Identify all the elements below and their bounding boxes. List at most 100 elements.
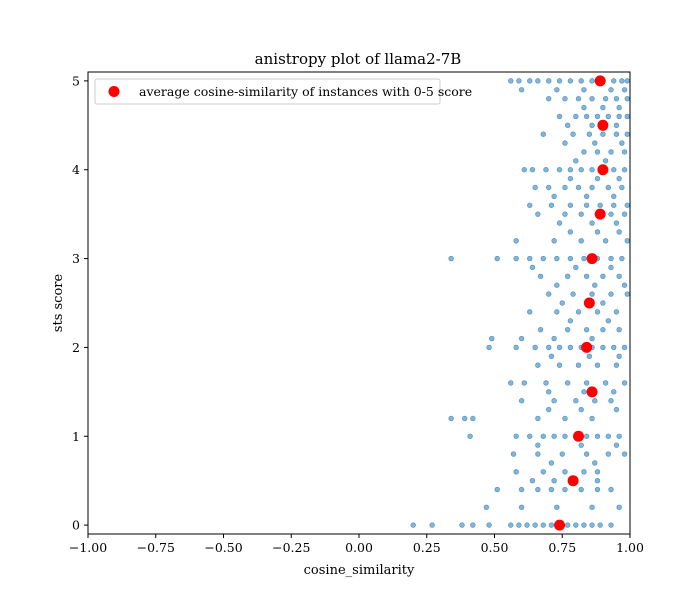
instance-point bbox=[608, 255, 614, 262]
instance-point bbox=[581, 469, 587, 475]
instance-point bbox=[594, 113, 601, 120]
legend-box bbox=[94, 78, 441, 105]
instance-point bbox=[608, 291, 614, 297]
instance-point bbox=[589, 78, 595, 84]
instance-point bbox=[470, 415, 476, 422]
instance-point bbox=[608, 486, 614, 493]
x-tick-label: 1.00 bbox=[616, 540, 644, 555]
plot-frame bbox=[87, 71, 631, 535]
instance-point bbox=[611, 389, 617, 395]
x-tick-label: −0.75 bbox=[137, 540, 175, 555]
instance-point bbox=[613, 406, 620, 413]
average-point bbox=[567, 475, 579, 487]
instance-point bbox=[559, 300, 565, 306]
instance-point bbox=[581, 87, 587, 93]
instance-point bbox=[545, 95, 552, 102]
instance-point bbox=[592, 282, 598, 288]
average-point bbox=[597, 119, 609, 131]
x-tick-label: −0.50 bbox=[204, 540, 242, 555]
instance-point bbox=[589, 122, 595, 129]
instance-point bbox=[467, 433, 473, 439]
instance-point bbox=[583, 193, 590, 200]
x-tick-label: 0.00 bbox=[345, 540, 373, 555]
instance-point bbox=[521, 167, 528, 173]
instance-point bbox=[494, 486, 500, 493]
instance-point bbox=[537, 273, 544, 280]
instance-point bbox=[624, 291, 630, 297]
instance-point bbox=[616, 326, 622, 333]
instance-point bbox=[567, 255, 574, 262]
instance-point bbox=[562, 486, 568, 493]
instance-point bbox=[567, 344, 574, 351]
instance-point bbox=[529, 167, 536, 173]
instance-point bbox=[564, 326, 571, 333]
instance-point bbox=[562, 415, 568, 422]
x-tick-label: 0.50 bbox=[481, 540, 509, 555]
instance-point bbox=[600, 344, 606, 351]
instance-point bbox=[535, 78, 541, 84]
instance-point bbox=[545, 389, 552, 395]
instance-point bbox=[532, 184, 538, 191]
instance-point bbox=[551, 433, 557, 439]
instance-point bbox=[624, 78, 630, 84]
instance-point bbox=[562, 433, 568, 439]
instance-point bbox=[573, 113, 579, 120]
instance-point bbox=[575, 184, 582, 191]
instance-point bbox=[410, 522, 416, 528]
instance-point bbox=[573, 158, 579, 164]
instance-point bbox=[578, 211, 584, 217]
instance-point bbox=[621, 167, 628, 173]
instance-point bbox=[578, 442, 584, 448]
instance-point bbox=[594, 477, 601, 484]
instance-point bbox=[600, 104, 606, 111]
instance-point bbox=[429, 522, 435, 528]
instance-point bbox=[543, 380, 549, 386]
average-point bbox=[581, 341, 593, 353]
instance-point bbox=[573, 264, 579, 271]
instance-point bbox=[624, 202, 630, 208]
instance-point bbox=[562, 95, 568, 102]
instance-point bbox=[613, 362, 620, 368]
average-point bbox=[573, 430, 585, 442]
instance-point bbox=[535, 442, 541, 448]
x-tick-label: −0.25 bbox=[272, 540, 310, 555]
instance-point bbox=[567, 202, 574, 208]
instance-point bbox=[592, 140, 598, 146]
instance-point bbox=[583, 326, 590, 333]
instance-point bbox=[508, 380, 514, 386]
instance-point bbox=[570, 291, 576, 297]
instance-point bbox=[594, 362, 601, 368]
average-point bbox=[586, 386, 598, 398]
instance-point bbox=[608, 522, 614, 528]
instance-point bbox=[605, 318, 612, 324]
instance-point bbox=[616, 273, 622, 280]
instance-point bbox=[508, 522, 514, 528]
instance-point bbox=[616, 433, 622, 439]
instance-point bbox=[600, 273, 606, 280]
instance-point bbox=[535, 451, 541, 457]
instance-point bbox=[616, 504, 622, 511]
instance-point bbox=[589, 220, 595, 226]
y-tick-label: 2 bbox=[72, 340, 80, 355]
instance-point bbox=[592, 460, 598, 466]
instance-point bbox=[619, 140, 625, 146]
instance-point bbox=[556, 362, 563, 368]
instance-point bbox=[578, 167, 584, 173]
instance-point bbox=[532, 522, 538, 528]
instance-point bbox=[616, 175, 622, 182]
instance-point bbox=[562, 184, 568, 191]
instance-point bbox=[605, 113, 612, 120]
instance-point bbox=[594, 309, 601, 315]
instance-point bbox=[551, 238, 557, 244]
average-point bbox=[586, 253, 598, 265]
instance-point bbox=[556, 78, 563, 84]
instance-point bbox=[608, 264, 614, 271]
instance-point bbox=[616, 229, 622, 235]
instance-point bbox=[594, 469, 601, 475]
instance-point bbox=[575, 309, 582, 315]
instance-point bbox=[611, 78, 617, 84]
instance-point bbox=[589, 504, 595, 511]
instance-point bbox=[575, 362, 582, 368]
instance-point bbox=[448, 255, 454, 262]
instance-point bbox=[470, 522, 476, 528]
